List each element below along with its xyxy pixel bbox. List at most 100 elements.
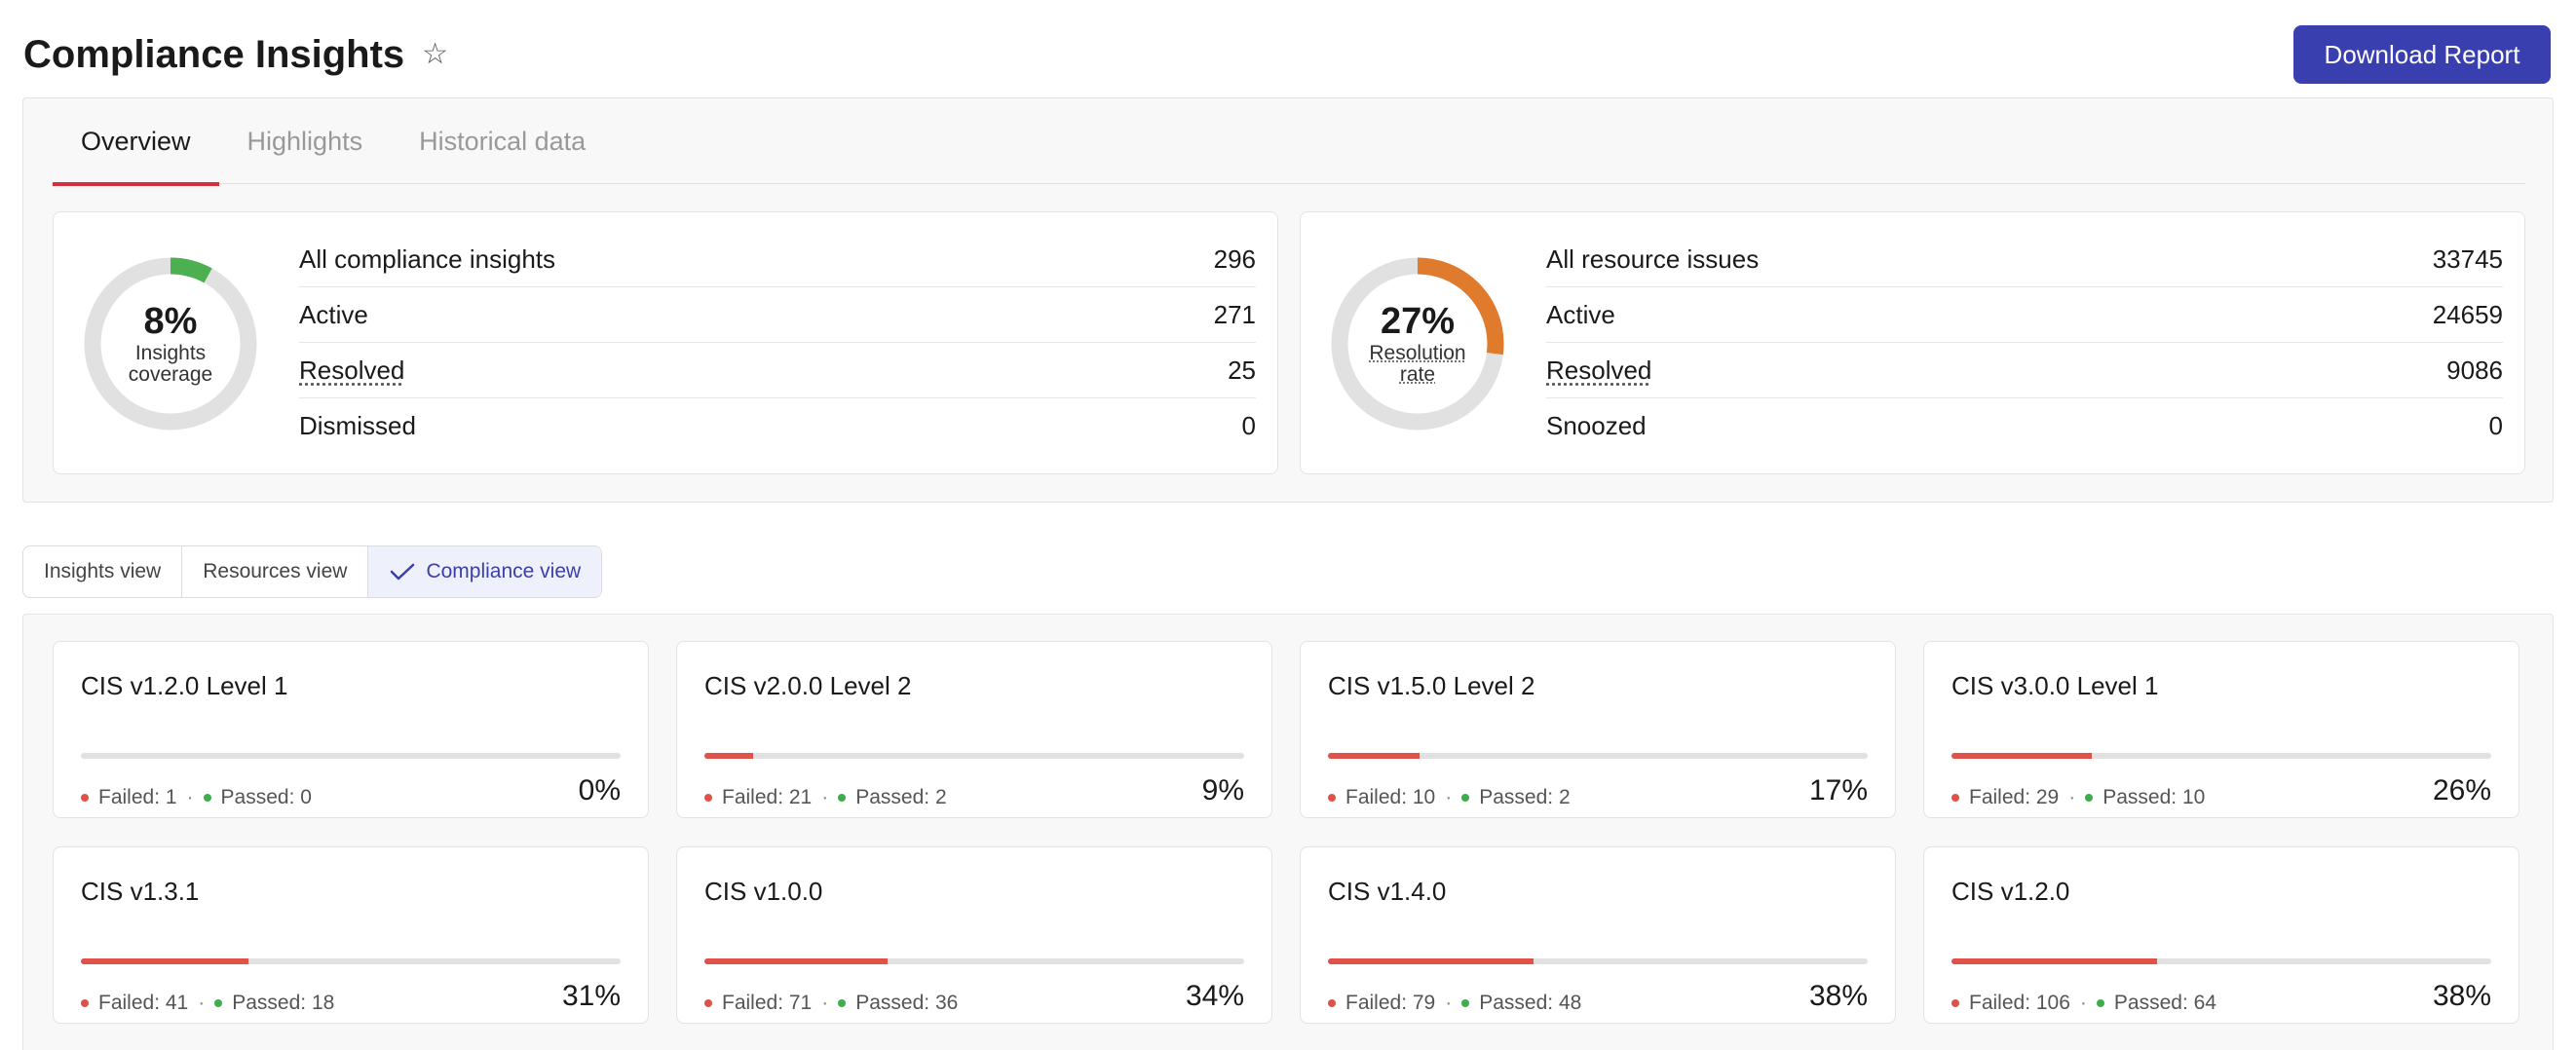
cis-card-percent: 26% xyxy=(2432,774,2491,806)
insights-donut-chart xyxy=(84,257,257,431)
insights-stat-list: All compliance insights 296 Active 271 Res… xyxy=(299,232,1256,454)
cis-progress-bar xyxy=(1328,958,1868,964)
cis-card-title: CIS v1.2.0 Level 1 xyxy=(81,671,288,700)
stat-label: Dismissed xyxy=(299,411,416,440)
tab-historical-data[interactable]: Historical data xyxy=(419,126,587,156)
donut-center: 27% Resolution rate xyxy=(1328,254,1507,433)
separator: · xyxy=(1445,786,1453,808)
resources-stat-list: All resource issues 33745 Active 24659 Res… xyxy=(1546,232,2503,454)
cis-card-percent: 34% xyxy=(1185,980,1244,1012)
separator: · xyxy=(186,786,194,808)
insights-summary-card: 8% Insights coverage All compliance insi… xyxy=(53,211,1278,474)
cis-card[interactable]: CIS v1.4.0 Failed: 79 · Passed: 48 38% xyxy=(1300,846,1896,1024)
failed-dot xyxy=(1951,999,1959,1007)
cis-progress-bar xyxy=(1951,958,2491,964)
stat-row: Resolved 25 xyxy=(299,343,1256,398)
cis-card-stats: Failed: 106 · Passed: 64 xyxy=(1951,992,2216,1015)
cis-card[interactable]: CIS v1.5.0 Level 2 Failed: 10 · Passed: 2 … xyxy=(1300,641,1896,818)
insights-coverage-percent: 8% xyxy=(143,301,198,343)
cis-card-percent: 38% xyxy=(1808,980,1868,1012)
cis-card[interactable]: CIS v3.0.0 Level 1 Failed: 29 · Passed: 10… xyxy=(1923,641,2519,818)
cis-card-title: CIS v2.0.0 Level 2 xyxy=(704,671,912,700)
cis-progress-bar xyxy=(704,753,1244,759)
donut-fill-arc xyxy=(84,257,257,431)
failed-dot xyxy=(704,794,712,802)
stat-label-resolved[interactable]: Resolved xyxy=(1546,355,1652,385)
cis-progress-fill xyxy=(704,753,753,759)
cis-card-title: CIS v1.2.0 xyxy=(1951,877,2070,906)
insights-view-button[interactable]: Insights view xyxy=(23,546,183,597)
cis-card-stats: Failed: 21 · Passed: 2 xyxy=(704,786,947,809)
cis-card-stats: Failed: 71 · Passed: 36 xyxy=(704,992,958,1015)
star-outline-icon[interactable]: ☆ xyxy=(422,38,449,70)
resources-view-button[interactable]: Resources view xyxy=(182,546,369,597)
cis-card[interactable]: CIS v2.0.0 Level 2 Failed: 21 · Passed: 2 … xyxy=(676,641,1272,818)
compliance-grid-panel: CIS v1.2.0 Level 1 Failed: 1 · Passed: 0 0… xyxy=(22,614,2554,1050)
stat-value: 0 xyxy=(1241,411,1256,440)
stat-row: All compliance insights 296 xyxy=(299,232,1256,287)
cis-card[interactable]: CIS v1.2.0 Failed: 106 · Passed: 64 38% xyxy=(1923,846,2519,1024)
tab-highlights[interactable]: Highlights xyxy=(246,126,363,156)
cis-card-stats: Failed: 1 · Passed: 0 xyxy=(81,786,312,809)
overview-panel: Overview Highlights Historical data 8% I… xyxy=(22,97,2554,503)
cis-card-title: CIS v3.0.0 Level 1 xyxy=(1951,671,2159,700)
stat-row: Dismissed 0 xyxy=(299,398,1256,454)
passed-dot xyxy=(1461,999,1470,1007)
cis-progress-fill xyxy=(1328,958,1534,964)
failed-count: Failed: 10 xyxy=(1345,786,1436,808)
stat-row: Snoozed 0 xyxy=(1546,398,2503,454)
stat-label: Active xyxy=(1546,299,1615,329)
cis-card-stats: Failed: 41 · Passed: 18 xyxy=(81,992,334,1015)
stat-row: Active 24659 xyxy=(1546,287,2503,343)
stat-value: 296 xyxy=(1213,244,1256,274)
cis-progress-bar xyxy=(1328,753,1868,759)
failed-count: Failed: 106 xyxy=(1969,992,2070,1014)
failed-count: Failed: 29 xyxy=(1969,786,2060,808)
stat-value: 0 xyxy=(2488,411,2503,440)
stat-label-resolved[interactable]: Resolved xyxy=(299,355,405,385)
download-report-button[interactable]: Download Report xyxy=(2293,25,2551,84)
cis-card-percent: 31% xyxy=(561,980,621,1012)
donut-center: 8% Insights coverage xyxy=(81,254,260,433)
passed-count: Passed: 2 xyxy=(1479,786,1571,808)
stat-label: All compliance insights xyxy=(299,244,556,274)
cis-progress-fill xyxy=(1951,753,2093,759)
failed-dot xyxy=(1328,999,1336,1007)
failed-dot xyxy=(704,999,712,1007)
passed-dot xyxy=(838,794,847,802)
cis-progress-fill xyxy=(704,958,889,964)
cis-card[interactable]: CIS v1.2.0 Level 1 Failed: 1 · Passed: 0 0… xyxy=(53,641,649,818)
resolution-rate-label[interactable]: Resolution rate xyxy=(1369,341,1466,386)
separator: · xyxy=(198,992,206,1014)
cis-card[interactable]: CIS v1.0.0 Failed: 71 · Passed: 36 34% xyxy=(676,846,1272,1024)
failed-dot xyxy=(81,999,89,1007)
cis-progress-bar xyxy=(704,958,1244,964)
compliance-view-button[interactable]: Compliance view xyxy=(368,546,602,597)
cis-card[interactable]: CIS v1.3.1 Failed: 41 · Passed: 18 31% xyxy=(53,846,649,1024)
stat-row: Resolved 9086 xyxy=(1546,343,2503,398)
cis-progress-bar xyxy=(81,958,621,964)
stat-label: Active xyxy=(299,299,368,329)
compliance-view-label: Compliance view xyxy=(426,560,582,582)
resolution-rate-donut: 27% Resolution rate xyxy=(1328,254,1507,433)
cis-card-title: CIS v1.4.0 xyxy=(1328,877,1447,906)
resolution-rate-percent: 27% xyxy=(1380,301,1456,343)
passed-count: Passed: 18 xyxy=(232,992,335,1014)
donut-fill-arc xyxy=(1331,257,1504,431)
passed-dot xyxy=(2085,794,2094,802)
failed-count: Failed: 1 xyxy=(98,786,177,808)
tab-overview[interactable]: Overview xyxy=(53,98,219,186)
passed-count: Passed: 2 xyxy=(855,786,947,808)
insights-coverage-label: Insights coverage xyxy=(128,341,213,386)
stat-value: 24659 xyxy=(2432,299,2503,329)
page-title: Compliance Insights xyxy=(23,32,405,76)
passed-dot xyxy=(1461,794,1470,802)
stat-value: 271 xyxy=(1213,299,1256,329)
separator: · xyxy=(2079,992,2087,1014)
failed-dot xyxy=(81,794,89,802)
cis-progress-fill xyxy=(1328,753,1421,759)
cis-progress-bar xyxy=(81,753,621,759)
page-header: Compliance Insights ☆ Download Report xyxy=(23,25,2553,84)
check-icon xyxy=(391,563,415,581)
cis-card-stats: Failed: 10 · Passed: 2 xyxy=(1328,786,1571,809)
